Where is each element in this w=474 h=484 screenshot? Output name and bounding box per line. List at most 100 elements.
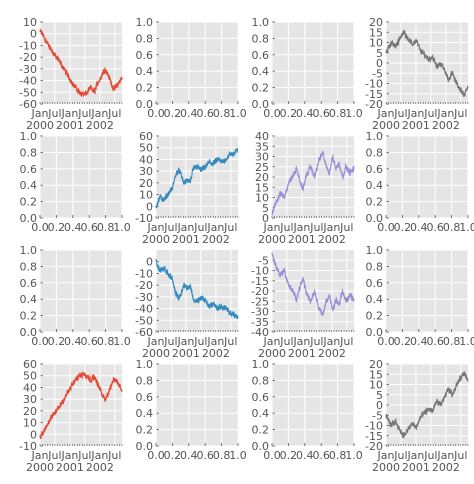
x-tick-label: Jan <box>292 221 310 234</box>
x-tick-label: 0.0 <box>147 449 165 462</box>
x-year-label: 2002 <box>432 461 460 474</box>
x-tick-label: Jan <box>206 335 224 348</box>
y-tick-label: 0.4 <box>136 65 154 78</box>
x-tick-label: Jan <box>147 335 165 348</box>
x-tick-label: Jan <box>436 449 454 462</box>
y-tick-label: 0.6 <box>366 163 384 176</box>
y-tick-label: -30 <box>19 63 37 76</box>
y-tick-label: 0 <box>30 428 37 441</box>
x-tick-label: 1.0 <box>113 335 131 348</box>
y-tick-label: 0.8 <box>20 260 38 273</box>
x-tick-label: 0.4 <box>180 449 198 462</box>
y-tick-label: 0.6 <box>20 163 38 176</box>
x-tick-label: 1.0 <box>345 107 363 120</box>
y-tick-label: 0 <box>146 200 153 213</box>
x-tick-label: 0.8 <box>329 107 347 120</box>
x-tick-label: Jul <box>107 449 121 462</box>
x-tick-label: 0.2 <box>48 335 66 348</box>
y-tick-label: 0.2 <box>252 82 270 95</box>
y-tick-label: -40 <box>135 303 153 316</box>
x-tick-label: Jul <box>309 221 323 234</box>
x-tick-label: Jan <box>263 221 281 234</box>
y-tick-label: 0 <box>376 399 383 412</box>
y-tick-label: 40 <box>255 130 269 143</box>
x-tick-label: Jul <box>163 221 177 234</box>
x-year-label: 2001 <box>288 347 316 360</box>
y-tick-label: 10 <box>23 417 37 430</box>
y-tick-label: 1.0 <box>20 130 38 143</box>
x-tick-label: Jan <box>377 107 395 120</box>
y-tick-label: 15 <box>255 181 269 194</box>
x-year-label: 2002 <box>432 119 460 132</box>
x-tick-label: 0.0 <box>31 221 49 234</box>
y-tick-label: 0.4 <box>136 407 154 420</box>
y-tick-label: 25 <box>255 161 269 174</box>
x-tick-label: 0.0 <box>147 107 165 120</box>
x-tick-label: Jan <box>322 335 340 348</box>
x-tick-label: 1.0 <box>459 335 474 348</box>
y-tick-label: 35 <box>255 140 269 153</box>
plot-area <box>40 364 122 446</box>
y-tick-label: -10 <box>19 39 37 52</box>
y-tick-label: 5 <box>376 389 383 402</box>
y-tick-label: -60 <box>135 326 153 339</box>
y-tick-label: 0.8 <box>366 146 384 159</box>
subplot-r4c2: 0.00.20.40.60.81.00.00.20.40.60.81.0 <box>136 358 247 462</box>
y-tick-label: -50 <box>19 86 37 99</box>
y-tick-label: 0.6 <box>252 49 270 62</box>
y-tick-label: 0.6 <box>366 277 384 290</box>
x-tick-label: 0.8 <box>97 221 115 234</box>
series-line <box>385 28 469 98</box>
y-tick-label: -10 <box>135 212 153 225</box>
y-tick-label: 50 <box>139 142 153 155</box>
y-tick-label: 0.8 <box>136 32 154 45</box>
y-tick-label: -5 <box>258 254 269 267</box>
x-tick-label: Jul <box>47 449 61 462</box>
y-tick-label: 10 <box>369 37 383 50</box>
x-tick-label: Jul <box>193 335 207 348</box>
y-tick-label: 0.2 <box>20 310 38 323</box>
x-tick-label: Jul <box>453 107 467 120</box>
x-tick-label: Jul <box>423 449 437 462</box>
series-line <box>39 28 123 98</box>
y-tick-label: 20 <box>139 177 153 190</box>
x-year-label: 2000 <box>372 461 400 474</box>
x-tick-label: 0.8 <box>443 335 461 348</box>
y-tick-label: 0.0 <box>20 212 38 225</box>
subplot-r1c3: 0.00.20.40.60.81.00.00.20.40.60.81.0 <box>252 16 363 120</box>
x-tick-label: Jul <box>77 107 91 120</box>
x-year-label: 2002 <box>202 233 230 246</box>
y-tick-label: 0.0 <box>136 98 154 111</box>
series-line <box>271 252 355 317</box>
y-tick-label: 0.4 <box>20 179 38 192</box>
y-tick-label: 0.6 <box>136 391 154 404</box>
x-tick-label: 1.0 <box>229 449 247 462</box>
y-tick-label: -30 <box>135 291 153 304</box>
x-tick-label: Jan <box>406 107 424 120</box>
x-tick-label: 0.6 <box>80 221 98 234</box>
x-tick-label: Jul <box>393 449 407 462</box>
x-tick-label: Jul <box>223 335 237 348</box>
plot-area <box>156 136 238 218</box>
x-tick-label: Jul <box>453 449 467 462</box>
y-tick-label: 0 <box>30 28 37 41</box>
x-tick-label: 0.6 <box>196 449 214 462</box>
y-tick-label: 0.4 <box>366 179 384 192</box>
x-tick-label: 0.4 <box>410 335 428 348</box>
plot-area <box>40 22 122 104</box>
y-tick-label: 0.8 <box>252 32 270 45</box>
y-tick-label: -5 <box>372 409 383 422</box>
y-tick-label: 0.8 <box>366 260 384 273</box>
y-tick-label: -30 <box>251 306 269 319</box>
x-year-label: 2002 <box>86 119 114 132</box>
x-tick-label: 0.6 <box>196 107 214 120</box>
x-tick-label: 0.2 <box>394 335 412 348</box>
y-tick-label: 1.0 <box>136 358 154 371</box>
x-tick-label: Jan <box>90 107 108 120</box>
y-tick-label: 1.0 <box>252 16 270 29</box>
x-tick-label: 0.2 <box>280 449 298 462</box>
